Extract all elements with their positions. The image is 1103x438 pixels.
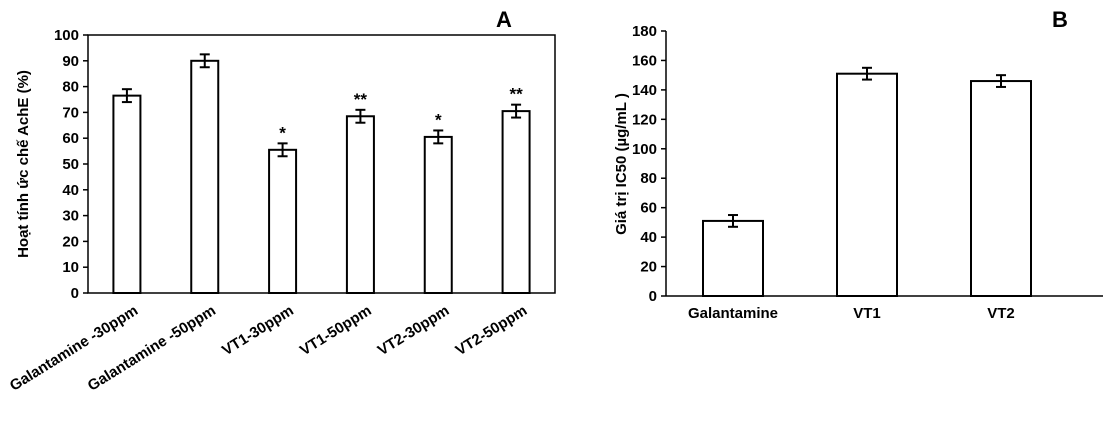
y-tick-label: 20: [62, 233, 79, 250]
x-tick-label: VT1-50ppm: [297, 302, 375, 359]
y-tick-label: 100: [632, 141, 657, 158]
y-tick-label: 20: [640, 259, 657, 276]
y-tick-label: 90: [62, 53, 79, 70]
bar: [112, 94, 142, 294]
x-tick-label: VT2-50ppm: [453, 302, 531, 359]
bar: [501, 110, 531, 294]
y-tick-label: 100: [54, 27, 79, 44]
y-tick-label: 40: [62, 182, 79, 199]
panel-label-a: A: [496, 7, 512, 32]
bar: [423, 135, 453, 294]
y-tick-label: 120: [632, 111, 657, 128]
significance-label: **: [509, 85, 523, 104]
y-tick-label: 60: [640, 200, 657, 217]
plot-area-a: [87, 34, 556, 294]
y-axis-label-a: Hoạt tính ức chế AchE (%): [15, 70, 32, 258]
y-tick-label: 50: [62, 156, 79, 173]
y-tick-label: 80: [62, 79, 79, 96]
y-axis-label-b: Giá trị IC50 (µg/mL ): [613, 93, 630, 235]
y-tick-label: 60: [62, 130, 79, 147]
significance-label: *: [435, 110, 442, 129]
x-tick-label: VT1: [853, 305, 881, 322]
x-tick-label: Galantamine -50ppm: [85, 302, 219, 395]
y-tick-label: 140: [632, 82, 657, 99]
x-tick-label: Galantamine: [688, 305, 778, 322]
bar: [702, 219, 764, 298]
panel-label-b: B: [1052, 7, 1068, 32]
bar: [345, 115, 375, 294]
significance-label: **: [354, 90, 368, 109]
bar: [970, 80, 1032, 297]
significance-label: *: [279, 123, 286, 142]
bar: [190, 59, 220, 294]
y-tick-label: 0: [71, 285, 79, 302]
y-tick-label: 0: [649, 288, 657, 305]
x-tick-label: VT1-30ppm: [219, 302, 297, 359]
chart-panel-a: A Hoạt tính ức chế AchE (%) 0 10 20 30 40 50 6…: [7, 7, 556, 395]
chart-panel-b: B Giá trị IC50 (µg/mL ) 0 20 40 60 80 100 120 1…: [613, 7, 1103, 322]
y-tick-label: 70: [62, 104, 79, 121]
x-tick-label: VT2: [987, 305, 1015, 322]
x-tick-label: Galantamine -30ppm: [7, 302, 141, 395]
y-tick-label: 80: [640, 170, 657, 187]
y-tick-label: 180: [632, 23, 657, 40]
y-tick-label: 40: [640, 229, 657, 246]
bar: [268, 148, 298, 294]
y-tick-label: 30: [62, 208, 79, 225]
x-tick-label: VT2-30ppm: [375, 302, 453, 359]
y-tick-label: 160: [632, 52, 657, 69]
bar: [836, 72, 898, 297]
y-tick-label: 10: [62, 259, 79, 276]
